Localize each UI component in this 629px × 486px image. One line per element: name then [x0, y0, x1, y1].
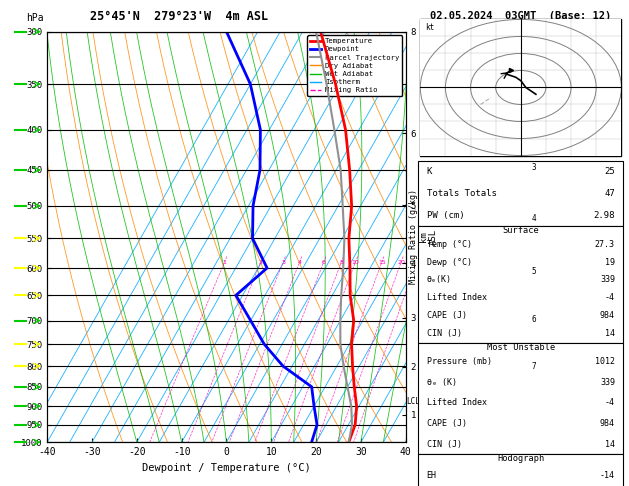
Text: 5: 5: [531, 267, 536, 277]
Text: 8: 8: [340, 260, 343, 265]
Text: CIN (J): CIN (J): [426, 440, 462, 449]
Text: Lifted Index: Lifted Index: [426, 294, 487, 302]
Legend: Temperature, Dewpoint, Parcel Trajectory, Dry Adiabat, Wet Adiabat, Isotherm, Mi: Temperature, Dewpoint, Parcel Trajectory…: [308, 35, 402, 96]
Text: 3: 3: [531, 163, 536, 172]
Text: 984: 984: [600, 419, 615, 428]
Text: -4: -4: [605, 399, 615, 407]
Text: 339: 339: [600, 378, 615, 387]
Text: 25°45'N  279°23'W  4m ASL: 25°45'N 279°23'W 4m ASL: [90, 10, 269, 23]
Bar: [418, 343, 623, 454]
Text: Surface: Surface: [503, 226, 539, 235]
X-axis label: Dewpoint / Temperature (°C): Dewpoint / Temperature (°C): [142, 463, 311, 473]
Text: θₑ (K): θₑ (K): [426, 378, 457, 387]
Bar: [418, 161, 623, 226]
Text: Temp (°C): Temp (°C): [426, 240, 472, 249]
Text: 20: 20: [397, 260, 405, 265]
Text: Totals Totals: Totals Totals: [426, 189, 496, 198]
Text: 1: 1: [223, 260, 226, 265]
Text: K: K: [426, 167, 432, 176]
Text: Mixing Ratio (g/kg): Mixing Ratio (g/kg): [409, 190, 418, 284]
Text: 3: 3: [281, 260, 285, 265]
Text: 6: 6: [531, 314, 536, 324]
Text: θₑ(K): θₑ(K): [426, 276, 452, 284]
Text: 14: 14: [605, 329, 615, 338]
Text: Most Unstable: Most Unstable: [487, 343, 555, 351]
Text: 339: 339: [600, 276, 615, 284]
Text: 7: 7: [531, 362, 536, 371]
Bar: [418, 454, 623, 486]
Text: PW (cm): PW (cm): [426, 211, 464, 220]
Text: -4: -4: [605, 294, 615, 302]
Text: hPa: hPa: [26, 14, 43, 23]
Text: 02.05.2024  03GMT  (Base: 12): 02.05.2024 03GMT (Base: 12): [430, 11, 611, 21]
Bar: [418, 226, 623, 343]
Text: Dewp (°C): Dewp (°C): [426, 258, 472, 267]
Text: 2: 2: [531, 109, 536, 118]
Y-axis label: km
ASL: km ASL: [419, 229, 438, 245]
Bar: [420, 19, 621, 156]
Text: 4: 4: [531, 214, 536, 223]
Text: 27.3: 27.3: [595, 240, 615, 249]
Text: CIN (J): CIN (J): [426, 329, 462, 338]
Text: 984: 984: [600, 311, 615, 320]
Text: 2.98: 2.98: [593, 211, 615, 220]
Text: 14: 14: [605, 440, 615, 449]
Text: EH: EH: [426, 470, 437, 480]
Text: 1: 1: [531, 60, 536, 69]
Text: 10: 10: [352, 260, 359, 265]
Text: 15: 15: [378, 260, 386, 265]
Text: 47: 47: [604, 189, 615, 198]
Text: 4: 4: [298, 260, 301, 265]
Text: LCL: LCL: [406, 397, 420, 406]
Text: Hodograph: Hodograph: [497, 454, 545, 463]
Text: Lifted Index: Lifted Index: [426, 399, 487, 407]
Text: -14: -14: [600, 470, 615, 480]
Text: CAPE (J): CAPE (J): [426, 419, 467, 428]
Text: kt: kt: [425, 23, 435, 32]
Text: CAPE (J): CAPE (J): [426, 311, 467, 320]
Text: 25: 25: [604, 167, 615, 176]
Text: 1012: 1012: [595, 357, 615, 366]
Text: 2: 2: [259, 260, 263, 265]
Text: Pressure (mb): Pressure (mb): [426, 357, 492, 366]
Text: 6: 6: [321, 260, 326, 265]
Text: 19: 19: [605, 258, 615, 267]
